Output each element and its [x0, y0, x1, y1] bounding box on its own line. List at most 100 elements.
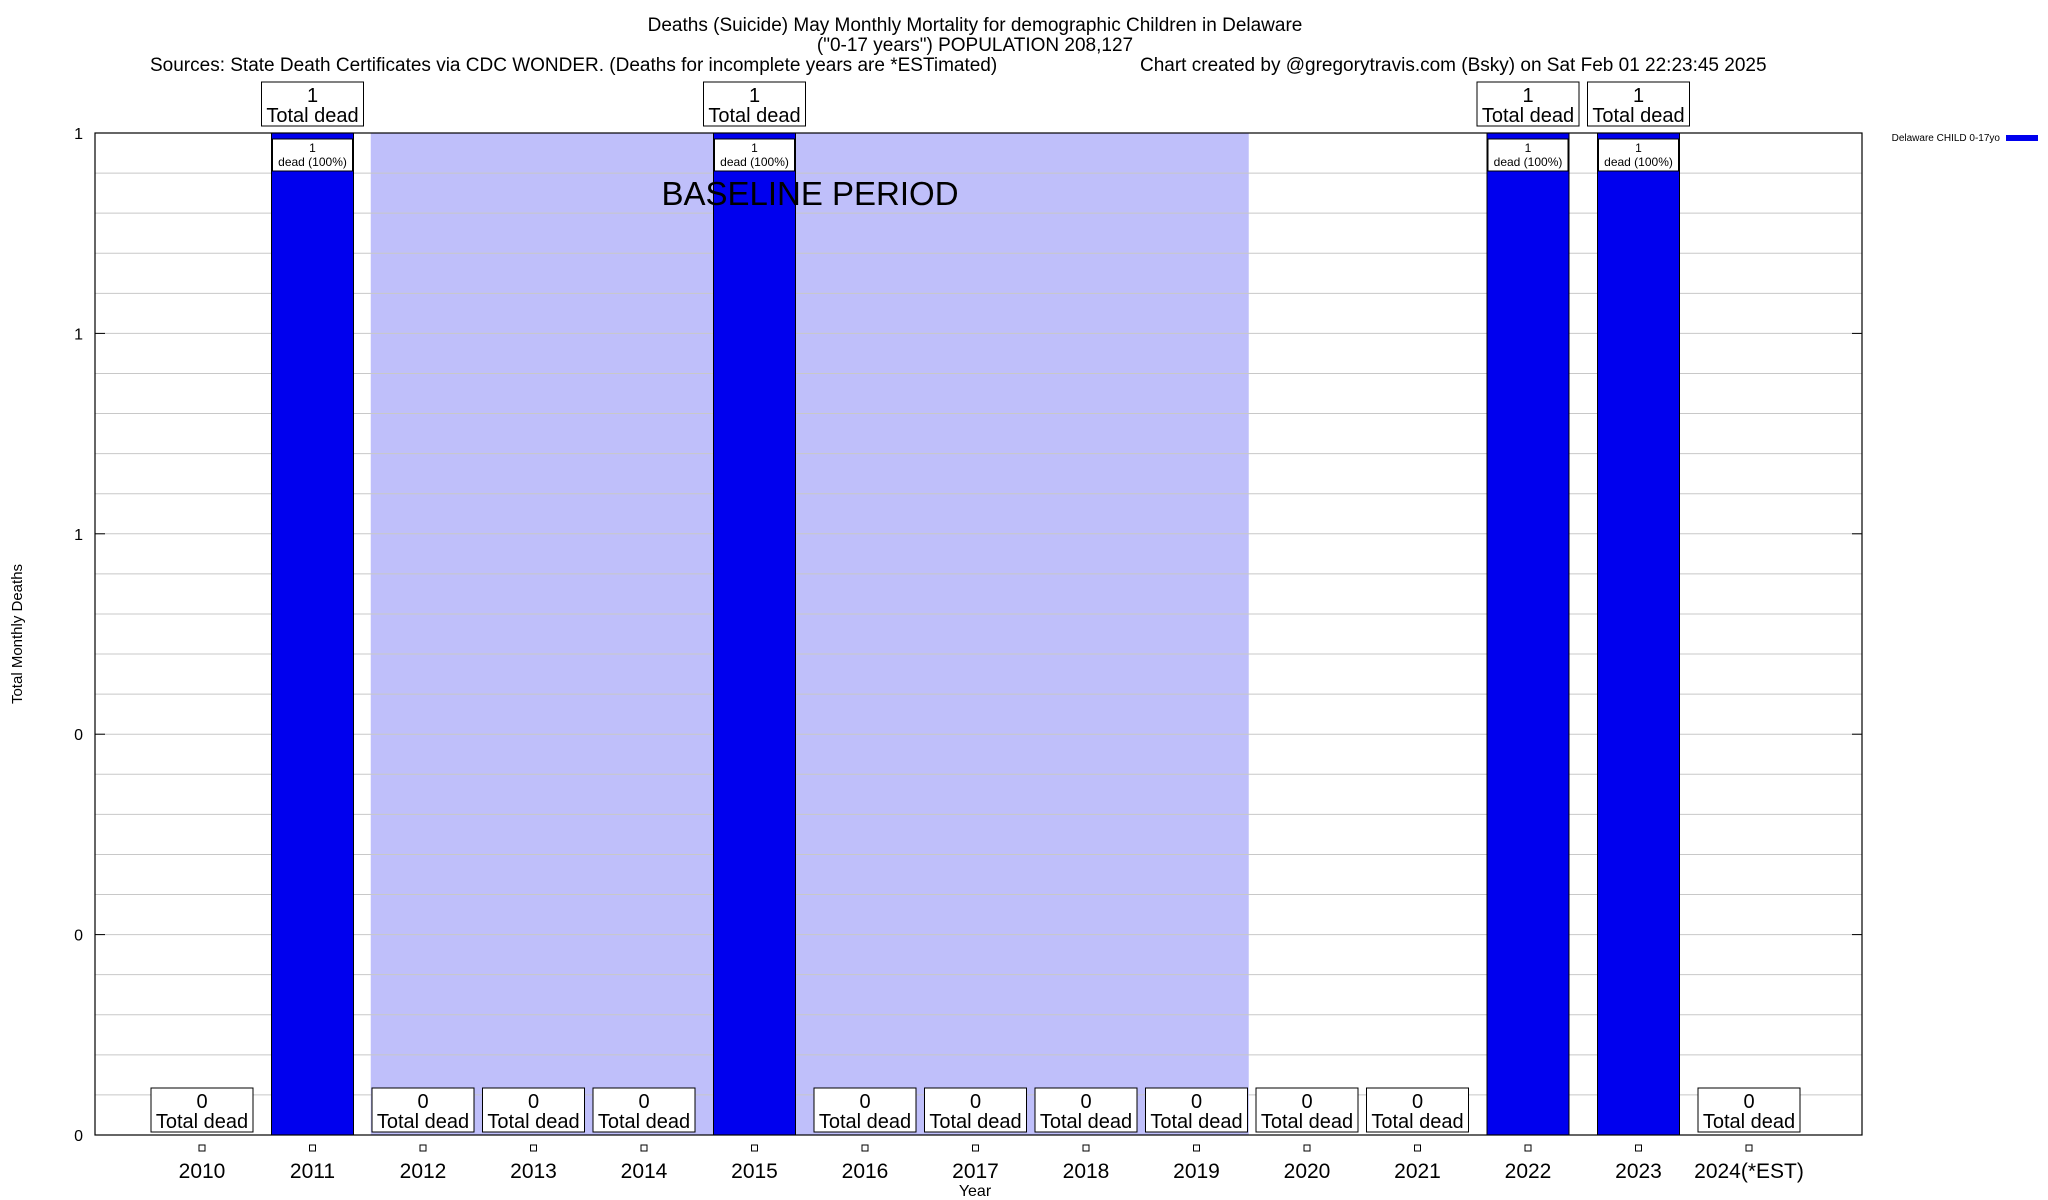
bar-2023 — [1597, 132, 1680, 1136]
total-label-text: Total dead — [1371, 1111, 1463, 1133]
y-tick-label: 0 — [74, 1128, 83, 1145]
x-tick-marker — [530, 1144, 537, 1152]
x-tick-label-2017: 2017 — [952, 1160, 999, 1183]
total-label-text: Total dead — [598, 1111, 690, 1133]
total-label-box — [924, 1087, 1027, 1133]
x-tick-marker — [751, 1144, 758, 1152]
total-label-count: 1 — [1522, 85, 1533, 107]
x-tick-label-2011: 2011 — [290, 1160, 335, 1183]
total-label-text: Total dead — [1261, 1111, 1353, 1133]
total-label-box — [1255, 1087, 1359, 1133]
bar-label-count: 1 — [1525, 141, 1532, 155]
x-tick-label-2024(*EST): 2024(*EST) — [1694, 1160, 1804, 1183]
y-tick-label: 1 — [74, 126, 83, 143]
y-tick-label: 0 — [74, 928, 83, 945]
chart-sources: Sources: State Death Certificates via CD… — [150, 55, 997, 76]
bar-label-count: 1 — [1635, 141, 1642, 155]
total-label-text: Total dead — [819, 1111, 911, 1133]
x-tick-marker — [972, 1144, 979, 1152]
total-label-count: 0 — [417, 1091, 428, 1113]
bars — [271, 132, 1680, 1136]
total-label-count: 1 — [1633, 85, 1644, 107]
total-label-box — [1145, 1087, 1248, 1133]
y-tick-label: 1 — [74, 527, 83, 544]
plot-frame — [94, 132, 1863, 1136]
baseline-region — [370, 133, 1249, 1135]
x-tick-label-2022: 2022 — [1505, 1160, 1552, 1183]
total-label-count: 0 — [859, 1091, 870, 1113]
total-label-count: 0 — [196, 1091, 207, 1113]
x-tick-marker — [1635, 1144, 1642, 1152]
total-label-box — [813, 1087, 917, 1133]
total-label-box — [592, 1087, 696, 1133]
legend-label: Delaware CHILD 0-17yo — [1892, 133, 2001, 144]
bar-label-box — [714, 138, 795, 172]
bar-label-text: dead (100%) — [1494, 155, 1563, 169]
total-label-count: 0 — [1080, 1091, 1091, 1113]
x-tick-label-2012: 2012 — [400, 1160, 447, 1183]
total-label-text: Total dead — [1040, 1111, 1132, 1133]
bar-label-box — [1598, 138, 1679, 172]
bar-2022 — [1486, 132, 1570, 1136]
y-tick-label: 1 — [74, 326, 83, 343]
total-label-box — [1697, 1087, 1801, 1133]
total-label-text: Total dead — [156, 1111, 248, 1133]
legend-swatch — [2006, 135, 2038, 141]
baseline-label: BASELINE PERIOD — [661, 175, 958, 212]
total-label-count: 0 — [1412, 1091, 1423, 1113]
total-label-text: Total dead — [487, 1111, 579, 1133]
total-label-count: 1 — [307, 85, 318, 107]
chart-title-line1: Deaths (Suicide) May Monthly Mortality f… — [648, 15, 1303, 36]
axis-ticks: 0 0 0 1 1 1 2010 2011 2012 2013 2014 2015 2016 2017 20… — [74, 126, 1862, 1183]
x-tick-marker — [1414, 1144, 1421, 1152]
x-tick-marker — [1082, 1144, 1090, 1152]
total-label-text: Total dead — [266, 105, 358, 127]
x-tick-label-2013: 2013 — [510, 1160, 557, 1183]
total-label-count: 0 — [638, 1091, 649, 1113]
x-tick-label-2010: 2010 — [179, 1160, 226, 1183]
total-label-box — [703, 81, 806, 127]
x-tick-marker — [198, 1144, 206, 1152]
bar-label-count: 1 — [751, 141, 758, 155]
total-label-count: 1 — [749, 85, 760, 107]
bar-2011 — [271, 132, 354, 1136]
total-label-count: 0 — [1301, 1091, 1312, 1113]
total-label-box — [1034, 1087, 1138, 1133]
bar-label-count: 1 — [309, 141, 316, 155]
total-label-box — [371, 1087, 475, 1133]
total-label-text: Total dead — [1592, 105, 1684, 127]
total-label-text: Total dead — [377, 1111, 469, 1133]
x-tick-marker — [309, 1144, 316, 1152]
total-label-box — [261, 81, 364, 127]
legend: Delaware CHILD 0-17yo — [1892, 133, 2038, 144]
total-label-count: 0 — [1743, 1091, 1754, 1113]
y-tick-label: 0 — [74, 727, 83, 744]
total-label-box — [1366, 1087, 1469, 1133]
total-label-text: Total dead — [1150, 1111, 1242, 1133]
x-tick-label-2015: 2015 — [731, 1160, 778, 1183]
x-tick-label-2023: 2023 — [1615, 1160, 1662, 1183]
y-axis-label: Total Monthly Deaths — [9, 564, 26, 704]
x-tick-marker — [419, 1144, 427, 1152]
bar-label-box — [272, 138, 353, 172]
x-tick-label-2020: 2020 — [1284, 1160, 1331, 1183]
total-label-text: Total dead — [929, 1111, 1021, 1133]
total-label-count: 0 — [970, 1091, 981, 1113]
x-tick-label-2021: 2021 — [1394, 1160, 1441, 1183]
